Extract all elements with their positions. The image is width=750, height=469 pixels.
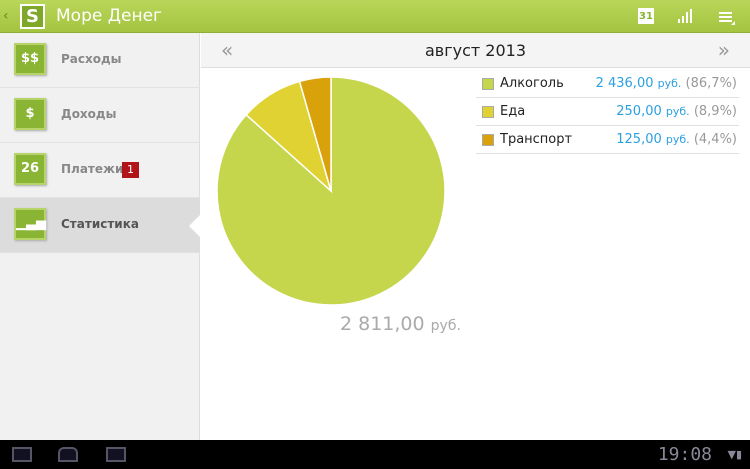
sidebar-item-label: Статистика — [61, 217, 139, 231]
legend-percent: (4,4%) — [693, 132, 737, 147]
selection-pointer — [189, 215, 200, 237]
legend-row[interactable]: Еда 250,00 руб. (8,9%) — [476, 98, 739, 126]
home-icon[interactable] — [58, 447, 78, 462]
legend-swatch — [482, 134, 494, 146]
piggy-bank-icon: $ — [14, 98, 46, 130]
legend-currency: руб. — [657, 77, 682, 90]
legend-swatch — [482, 106, 494, 118]
sidebar-item-payments[interactable]: 26 Платежи — [0, 143, 200, 198]
sidebar-item-income[interactable]: $ Доходы — [0, 88, 200, 143]
total-value: 2 811,00 — [340, 313, 425, 335]
recent-apps-icon[interactable] — [106, 447, 126, 462]
calendar-icon[interactable]: 31 — [638, 8, 654, 24]
calendar-icon: 26 — [14, 153, 46, 185]
system-nav-bar: 19:08 ▼▮ — [0, 440, 750, 469]
legend-percent: (8,9%) — [693, 104, 737, 119]
legend-row[interactable]: Алкоголь 2 436,00 руб. (86,7%) — [476, 70, 739, 98]
menu-icon[interactable] — [718, 8, 736, 26]
pie-chart — [216, 76, 446, 306]
signal-battery-icon: ▼▮ — [727, 448, 742, 461]
legend-row[interactable]: Транспорт 125,00 руб. (4,4%) — [476, 126, 739, 154]
sidebar-item-label: Расходы — [61, 52, 122, 66]
pie-slice-2 — [298, 76, 332, 192]
coins-icon: $$ — [14, 43, 46, 75]
bar-chart-icon: ▁▃▅ — [14, 208, 46, 240]
legend-name: Транспорт — [500, 132, 573, 147]
sidebar-item-label: Доходы — [61, 107, 117, 121]
sidebar-item-statistics[interactable]: ▁▃▅ Статистика — [0, 198, 200, 253]
chart-icon[interactable] — [676, 8, 694, 26]
legend-name: Еда — [500, 104, 526, 119]
back-icon[interactable]: ‹ — [3, 8, 9, 24]
legend-amount: 2 436,00 — [595, 76, 654, 91]
total-currency: руб. — [430, 318, 461, 334]
clock: 19:08 — [657, 444, 712, 465]
action-bar: ‹ S Море Денег 31 — [0, 0, 750, 33]
legend-currency: руб. — [665, 133, 690, 146]
legend: Алкоголь 2 436,00 руб. (86,7%) Еда 250,0… — [476, 70, 739, 154]
prev-month-button[interactable]: « — [221, 38, 234, 62]
sidebar-item-label: Платежи — [61, 162, 124, 176]
total-amount: 2 811,00 руб. — [340, 313, 461, 335]
legend-name: Алкоголь — [500, 76, 564, 91]
next-month-button[interactable]: » — [717, 38, 730, 62]
legend-amount: 250,00 — [616, 104, 662, 119]
legend-swatch — [482, 78, 494, 90]
legend-amount: 125,00 — [616, 132, 662, 147]
period-bar: « август 2013 » — [201, 33, 750, 68]
back-nav-icon[interactable] — [12, 447, 32, 462]
sidebar: $$ Расходы $ Доходы 26 Платежи ▁▃▅ Стати… — [0, 33, 200, 440]
payments-badge: 1 — [122, 162, 139, 178]
legend-currency: руб. — [665, 105, 690, 118]
app-logo[interactable]: S — [20, 4, 45, 29]
sidebar-item-expenses[interactable]: $$ Расходы — [0, 33, 200, 88]
legend-percent: (86,7%) — [685, 76, 737, 91]
period-label: август 2013 — [424, 41, 527, 60]
app-title: Море Денег — [56, 6, 162, 26]
